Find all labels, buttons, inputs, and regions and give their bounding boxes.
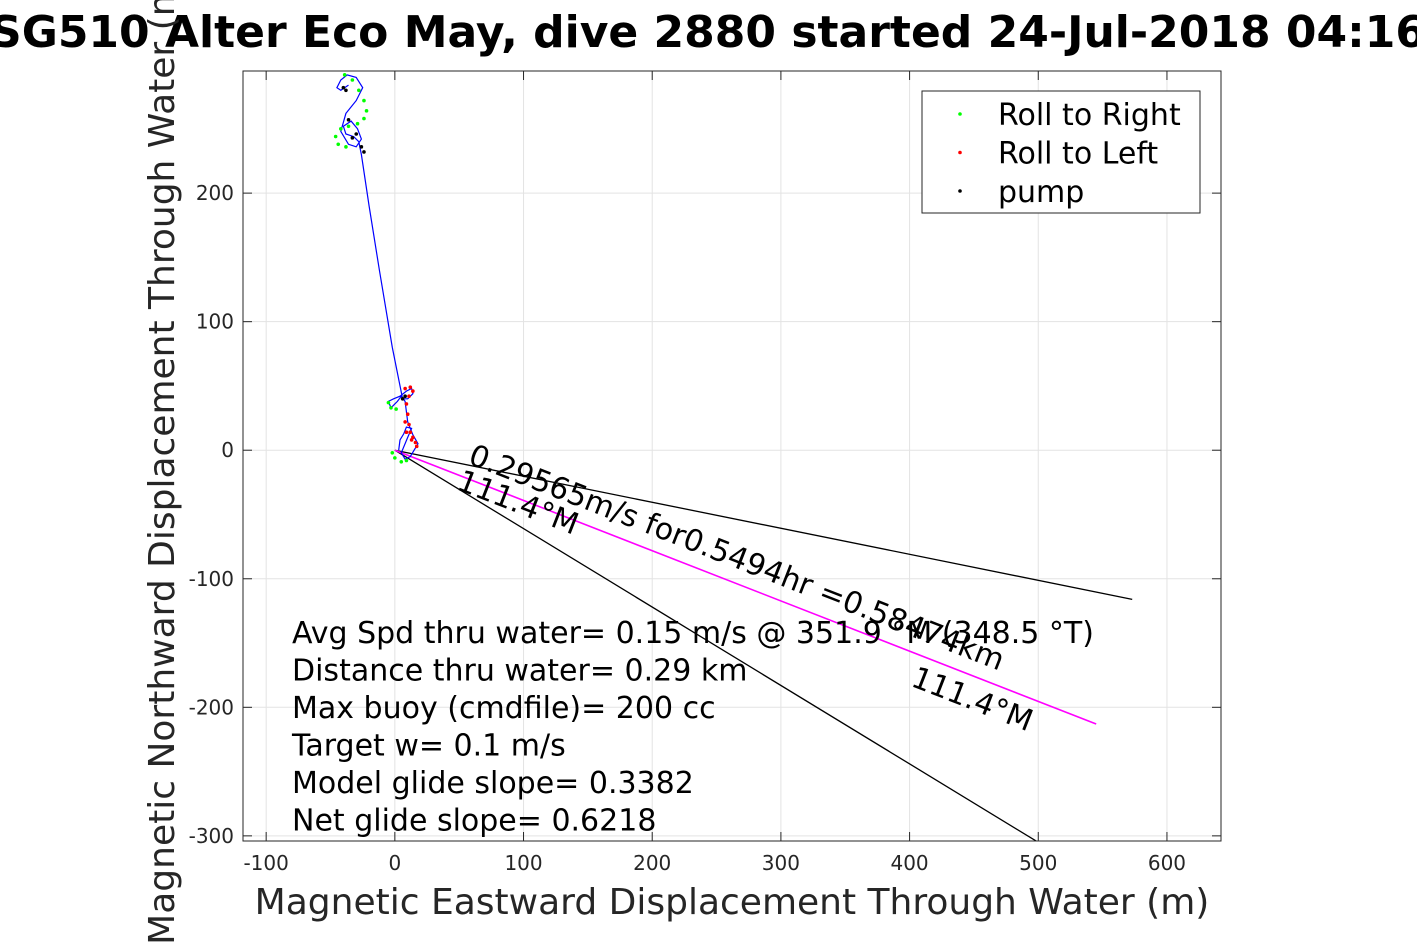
pump-point <box>341 85 346 90</box>
track-line <box>336 74 419 460</box>
y-tick-label: -200 <box>189 695 234 719</box>
roll-right-point <box>389 405 393 410</box>
data-points <box>333 73 419 464</box>
x-tick-label: 100 <box>504 851 542 875</box>
roll-right-point <box>394 407 398 411</box>
y-tick-label: 0 <box>221 438 234 462</box>
roll-right-point <box>339 127 343 131</box>
y-tick-label: -300 <box>189 824 234 848</box>
plot-frame <box>242 70 1222 842</box>
pump-point <box>344 88 348 93</box>
roll-left-point <box>409 438 414 442</box>
legend-box <box>921 90 1201 214</box>
current-vector-line <box>394 449 1097 725</box>
roll-right-point <box>362 98 366 103</box>
roll-right-point <box>342 73 347 77</box>
y-tick-label: 200 <box>196 181 234 205</box>
roll-left-point <box>411 389 415 393</box>
roll-right-point <box>364 109 369 113</box>
chart-title: SG510 Alter Eco May, dive 2880 started 2… <box>0 7 1417 58</box>
roll-left-point <box>404 402 409 406</box>
x-tick-label: 0 <box>388 851 401 875</box>
roll-right-point <box>390 450 395 455</box>
roll-left-point <box>404 430 409 435</box>
cone-line <box>394 449 1133 600</box>
legend-entry: Roll to Left <box>998 137 1158 172</box>
x-axis-label: Magnetic Eastward Displacement Through W… <box>255 882 1210 923</box>
roll-right-point <box>355 121 360 126</box>
roll-right-point <box>362 116 366 121</box>
x-tick-label: 500 <box>1019 851 1057 875</box>
roll-left-point <box>407 394 411 399</box>
x-tick-label: 600 <box>1148 851 1186 875</box>
pump-point <box>346 118 351 122</box>
pump-point <box>403 394 407 399</box>
roll-left-point <box>403 420 407 424</box>
roll-right-point <box>344 145 348 149</box>
roll-right-point <box>336 142 341 147</box>
cone-lines <box>394 449 1133 841</box>
cone-line <box>394 449 1038 841</box>
y-tick-label: -100 <box>189 567 234 591</box>
x-tick-label: 200 <box>633 851 671 875</box>
roll-left-point <box>408 385 413 390</box>
stats-line: Distance thru water= 0.29 km <box>292 654 747 689</box>
y-axis-label: Magnetic Northward Displacement Through … <box>142 0 183 945</box>
pump-point <box>362 150 366 154</box>
roll-right-point <box>404 458 409 463</box>
roll-left-point <box>413 440 418 445</box>
stats-line: Model glide slope= 0.3382 <box>292 766 694 801</box>
legend-marker <box>958 150 962 155</box>
pump-point <box>400 396 405 401</box>
roll-left-point <box>408 430 413 435</box>
x-tick-label: 300 <box>762 851 800 875</box>
legend-entry: pump <box>998 175 1084 210</box>
roll-left-point <box>407 422 411 427</box>
x-tick-label: 400 <box>890 851 928 875</box>
grid-lines <box>243 71 1221 841</box>
pump-point <box>359 145 364 149</box>
pump-point <box>354 132 359 136</box>
x-tick-label: -100 <box>243 851 288 875</box>
y-tick-label: 100 <box>196 310 234 334</box>
roll-right-point <box>386 400 391 405</box>
roll-right-point <box>393 456 397 460</box>
stats-text-block: Avg Spd thru water= 0.15 m/s @ 351.9 °M … <box>291 616 1094 839</box>
stats-line: Avg Spd thru water= 0.15 m/s @ 351.9 °M … <box>292 616 1094 651</box>
roll-left-point <box>414 444 419 449</box>
legend-marker <box>958 189 962 193</box>
roll-right-point <box>350 78 355 82</box>
stats-line: Net glide slope= 0.6218 <box>292 804 656 839</box>
roll-right-point <box>357 88 361 93</box>
track-path <box>336 74 419 460</box>
stats-line: Target w= 0.1 m/s <box>291 729 566 764</box>
pump-point <box>350 136 355 140</box>
axis-ticks: -100 0 100 200 300 400 500 600 -300 -200 -100 0 100 2… <box>189 71 1221 875</box>
legend-marker <box>958 112 962 116</box>
roll-right-point <box>399 459 404 464</box>
stats-line: Max buoy (cmdfile)= 200 cc <box>292 691 716 726</box>
legend-entry: Roll to Right <box>998 98 1181 133</box>
roll-right-point <box>333 134 338 139</box>
roll-left-point <box>403 386 407 391</box>
roll-right-point <box>346 124 351 129</box>
roll-left-point <box>405 412 410 417</box>
